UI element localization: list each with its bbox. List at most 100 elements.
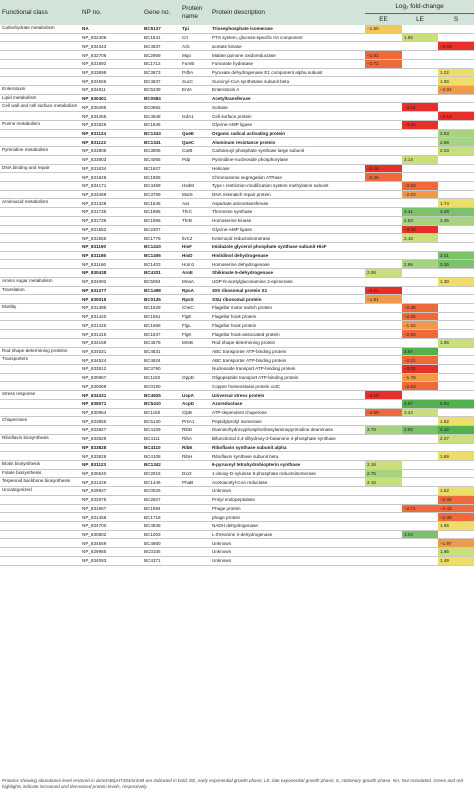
table-row: NP_831166 BC1403 Hom1 Homoserine dehydrogen… bbox=[0, 259, 474, 270]
fold-change-le-cell: −2.53 bbox=[402, 181, 438, 191]
protein-description-cell: Flagellar motor switch protein bbox=[210, 303, 365, 313]
fold-change-s-cell bbox=[438, 364, 474, 374]
table-row: Stress response NP_834331 BC4625 UspA Univer… bbox=[0, 390, 474, 400]
protein-name-cell: RibD bbox=[180, 425, 210, 435]
fold-change-s-cell bbox=[438, 181, 474, 191]
protein-name-cell: ClpB bbox=[180, 408, 210, 418]
protein-description-cell: Malate:quinone oxidoreductase bbox=[210, 50, 365, 60]
fold-change-le-cell bbox=[402, 50, 438, 60]
fold-change-le-cell bbox=[402, 495, 438, 505]
table-row: NP_830954 BC1160 ClpB ATP-dependent chapero… bbox=[0, 408, 474, 418]
gene-number-cell: BC1712 bbox=[142, 59, 180, 69]
np-number-cell: NP_831166 bbox=[80, 259, 142, 270]
table-row: Terpenoid backbone biosynthesis NP_831226… bbox=[0, 477, 474, 488]
protein-name-cell: OppD bbox=[180, 373, 210, 383]
np-number-cell: NP_830495 bbox=[80, 102, 142, 113]
table-footnote: Proteins showing abundance level restore… bbox=[2, 778, 464, 789]
protein-description-cell: UDP-N-acetylglucosamine 2-epimerase bbox=[210, 277, 365, 287]
functional-class-cell bbox=[0, 111, 80, 121]
table-row: Folate biosynthesis NP_835540 BC2915 Dxr2 1-… bbox=[0, 469, 474, 479]
protein-name-cell: IsdA1 bbox=[180, 111, 210, 121]
protein-name-cell bbox=[180, 364, 210, 374]
gene-number-cell: BC1965 bbox=[142, 207, 180, 217]
gene-number-cell: BC4111 bbox=[142, 434, 180, 444]
fold-change-le-cell bbox=[402, 338, 438, 348]
fold-change-ee-cell bbox=[365, 320, 402, 331]
gene-number-cell: BC0584 bbox=[142, 94, 180, 104]
fold-change-s-cell: −2.04 bbox=[438, 85, 474, 95]
fold-change-le-cell bbox=[402, 111, 438, 121]
protein-name-cell: RpsS bbox=[180, 294, 210, 304]
gene-number-cell: BC4108 bbox=[142, 451, 180, 461]
header-le: LE bbox=[402, 13, 438, 25]
fold-change-ee-cell: 2.16 bbox=[365, 460, 402, 470]
table-row: NP_834343 BC4637 Ack acetate kinase −3.55 bbox=[0, 41, 474, 52]
protein-description-cell: Carbamoyl phosphate synthase large subun… bbox=[210, 146, 365, 156]
fold-change-s-cell: 2.35 bbox=[438, 216, 474, 226]
fold-change-ee-cell: −2.82 bbox=[365, 50, 402, 60]
functional-class-cell: Folate biosynthesis bbox=[0, 469, 80, 479]
protein-name-cell: FlgE bbox=[180, 312, 210, 322]
protein-name-cell bbox=[180, 225, 210, 235]
table-row: NP_833468 BC3769 MutS DNA mismatch repair p… bbox=[0, 190, 474, 200]
fold-change-s-cell: 2.63 bbox=[438, 129, 474, 139]
protein-name-cell bbox=[180, 381, 210, 392]
table-row: NP_831190 BC1410 HisF Imidazole glycerol ph… bbox=[0, 242, 474, 252]
functional-class-cell bbox=[0, 312, 80, 322]
table-row: NP_831122 BC1341 QueC Aluminum resistance p… bbox=[0, 137, 474, 148]
protein-name-cell bbox=[180, 172, 210, 182]
fold-change-le-cell: 2.92 bbox=[402, 425, 438, 435]
np-number-cell: NP_834811 bbox=[80, 85, 142, 95]
protein-name-cell bbox=[180, 556, 210, 566]
fold-change-le-cell bbox=[402, 137, 438, 148]
fold-change-ee-cell bbox=[365, 155, 402, 165]
gene-number-cell: BC1718 bbox=[142, 512, 180, 522]
gene-number-cell: BC1651 bbox=[142, 312, 180, 322]
gene-number-cell: BC1182 bbox=[142, 373, 180, 383]
functional-class-cell bbox=[0, 556, 80, 566]
functional-class-cell bbox=[0, 294, 80, 304]
fold-change-ee-cell: −3.21 bbox=[365, 286, 402, 296]
fold-change-ee-cell bbox=[365, 303, 402, 313]
protein-name-cell: MreB bbox=[180, 338, 210, 348]
gene-number-cell: BC5064 bbox=[142, 277, 180, 287]
protein-description-cell: Phage protein bbox=[210, 504, 365, 514]
fold-change-le-cell bbox=[402, 451, 438, 461]
functional-class-cell bbox=[0, 76, 80, 87]
protein-name-cell bbox=[180, 521, 210, 531]
fold-change-le-cell: 3.67 bbox=[402, 347, 438, 357]
np-number-cell: NP_831634 bbox=[80, 164, 142, 174]
protein-name-cell bbox=[180, 530, 210, 540]
table-row: NP_831415 BC1637 FlgK Flagellar hook-associ… bbox=[0, 329, 474, 339]
fold-change-s-cell bbox=[438, 347, 474, 357]
fold-change-s-cell bbox=[438, 477, 474, 488]
table-row: NP_829985 BC0105 Unknown 1.85 bbox=[0, 547, 474, 557]
fold-change-le-cell bbox=[402, 94, 438, 104]
fold-change-ee-cell: 2.16 bbox=[365, 477, 402, 488]
fold-change-s-cell: −2.43 bbox=[438, 504, 474, 514]
functional-class-cell: Chaperones bbox=[0, 416, 80, 427]
functional-class-cell: Cell wall and cell surface metabolism bbox=[0, 102, 80, 113]
protein-name-cell: MnaA bbox=[180, 277, 210, 287]
table-row: NP_833512 BC3790 Nucleoside transport ATP-… bbox=[0, 364, 474, 374]
protein-description-cell: Organic radical activating protein bbox=[210, 129, 365, 139]
fold-change-le-cell: 2.24 bbox=[402, 408, 438, 418]
protein-name-cell: Pdp bbox=[180, 155, 210, 165]
protein-table: Functional class NP no. Gene no. Protein… bbox=[0, 0, 474, 566]
gene-number-cell: BC1160 bbox=[142, 408, 180, 418]
protein-description-cell: Helicase bbox=[210, 164, 365, 174]
fold-change-s-cell: 1.95 bbox=[438, 338, 474, 348]
fold-change-le-cell bbox=[402, 268, 438, 278]
table-row: Transporters NP_834524 BC4824 ABC transport… bbox=[0, 355, 474, 366]
np-number-cell: NP_833827 bbox=[80, 425, 142, 435]
fold-change-ee-cell bbox=[365, 111, 402, 121]
table-row: NP_831628 BC1855 Chromosome segregation AT… bbox=[0, 172, 474, 182]
fold-change-ee-cell bbox=[365, 338, 402, 348]
fold-change-s-cell: 5.83 bbox=[438, 399, 474, 409]
fold-change-ee-cell bbox=[365, 530, 402, 540]
table-row: NP_830015 BC0135 RpsS SSU ribosomal protein… bbox=[0, 294, 474, 304]
gene-number-cell: BC4860 bbox=[142, 538, 180, 549]
table-row: NP_831420 BC1651 FlgE Flagellar hook protei… bbox=[0, 312, 474, 322]
fold-change-le-cell bbox=[402, 434, 438, 444]
gene-number-cell: BC1342 bbox=[142, 460, 180, 470]
